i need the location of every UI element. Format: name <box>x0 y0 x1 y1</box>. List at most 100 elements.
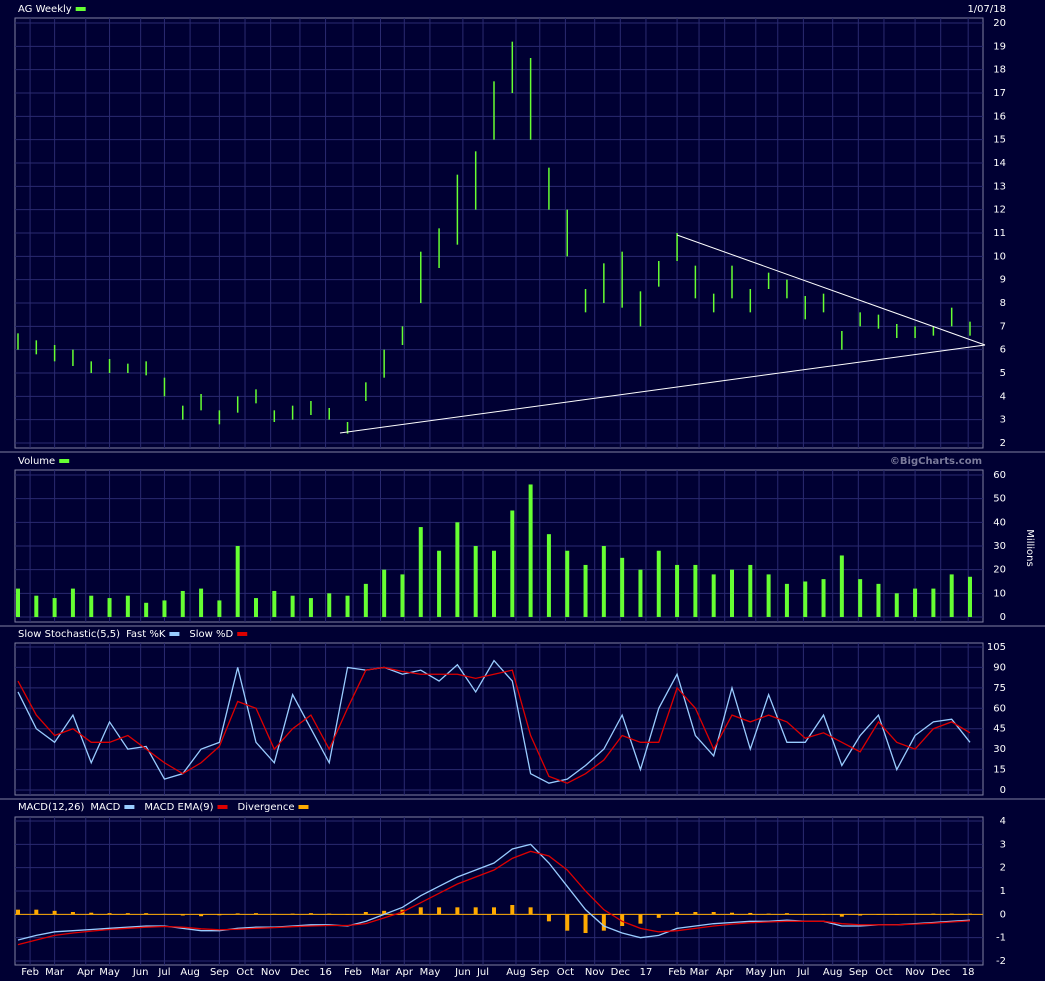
x-tick-label: Sep <box>210 967 229 978</box>
x-tick-label: Oct <box>236 967 253 978</box>
bar <box>583 564 588 617</box>
y-tick-label: 7 <box>1000 321 1006 332</box>
x-tick-label: 16 <box>319 967 332 978</box>
trend-line <box>339 344 986 434</box>
bar <box>162 913 167 915</box>
bar <box>528 907 533 915</box>
x-tick-label: May <box>99 967 120 978</box>
bar <box>418 527 423 617</box>
y-tick-label: 20 <box>993 565 1006 576</box>
y-tick-label: 0 <box>1000 785 1006 796</box>
y-tick-label: 40 <box>993 517 1006 528</box>
y-tick-label: 15 <box>993 765 1006 776</box>
bar <box>601 914 606 931</box>
y-tick-label: 6 <box>1000 345 1006 356</box>
x-tick-label: 18 <box>962 967 975 978</box>
bar <box>565 914 570 931</box>
bar <box>327 913 332 915</box>
y-tick-label: -2 <box>996 956 1006 967</box>
bar <box>290 595 295 617</box>
y-tick-label: 8 <box>1000 298 1006 309</box>
bar <box>272 590 277 617</box>
bar <box>601 546 606 617</box>
y-tick-label: 75 <box>993 683 1006 694</box>
y-tick-label: 4 <box>1000 391 1006 402</box>
x-tick-label: May <box>420 967 441 978</box>
y-tick-label: 2 <box>1000 863 1006 874</box>
y-tick-label: 20 <box>993 18 1006 29</box>
legend-swatch <box>75 7 86 11</box>
bar <box>949 574 954 617</box>
bar <box>125 913 130 915</box>
y-tick-label: 13 <box>993 181 1006 192</box>
y-tick-label: 4 <box>1000 816 1006 827</box>
y-tick-label: 14 <box>993 158 1006 169</box>
bar <box>766 574 771 617</box>
bar <box>345 914 350 915</box>
y-tick-label: 18 <box>993 65 1006 76</box>
y-tick-label: 0 <box>1000 909 1006 920</box>
bar <box>89 595 94 617</box>
bar <box>858 914 863 916</box>
y-tick-label: 0 <box>1000 612 1006 623</box>
x-tick-label: Dec <box>290 967 309 978</box>
bar <box>876 583 881 617</box>
x-tick-label: Aug <box>506 967 526 978</box>
trend-line <box>676 234 986 346</box>
bar <box>437 907 442 915</box>
bar <box>510 510 515 617</box>
y-tick-label: -1 <box>996 933 1006 944</box>
bar <box>968 576 972 617</box>
bar <box>52 910 57 915</box>
chart-date: 1/07/18 <box>967 4 1006 15</box>
x-tick-label: Jul <box>476 967 489 978</box>
y-tick-label: 10 <box>993 588 1006 599</box>
bar <box>968 913 972 915</box>
bar <box>748 912 753 915</box>
bar <box>16 588 20 617</box>
bar <box>235 913 240 915</box>
x-tick-label: Dec <box>611 967 630 978</box>
legend-label: Slow %D <box>189 629 233 640</box>
bar <box>583 914 588 933</box>
bar <box>711 912 716 915</box>
legend-swatch <box>59 459 70 463</box>
x-tick-label: Sep <box>849 967 868 978</box>
x-tick-label: Jun <box>454 967 471 978</box>
bar <box>52 598 57 617</box>
y-tick-label: 11 <box>993 228 1006 239</box>
bar <box>327 593 332 617</box>
bar <box>455 907 460 915</box>
bar <box>363 583 368 617</box>
bar <box>638 569 643 617</box>
y-tick-label: 10 <box>993 251 1006 262</box>
bar <box>363 912 368 915</box>
bar <box>272 913 277 915</box>
panel-title: Slow Stochastic(5,5) <box>18 629 120 640</box>
bar <box>254 913 258 915</box>
x-tick-label: Nov <box>905 967 925 978</box>
x-tick-label: Nov <box>261 967 281 978</box>
x-tick-label: Feb <box>668 967 686 978</box>
y-tick-label: 9 <box>1000 275 1006 286</box>
bar <box>711 574 716 617</box>
bar <box>217 600 222 617</box>
stochastic-panel <box>14 642 984 796</box>
y-tick-label: 19 <box>993 41 1006 52</box>
bar <box>455 522 460 617</box>
x-tick-label: Sep <box>530 967 549 978</box>
y-tick-label: 30 <box>993 541 1006 552</box>
legend-swatch <box>298 805 309 809</box>
y-tick-label: 60 <box>993 703 1006 714</box>
bar <box>199 914 204 917</box>
bar <box>89 912 94 915</box>
bar <box>913 913 918 915</box>
bar <box>656 914 661 918</box>
bar <box>748 564 753 617</box>
bar <box>894 914 899 915</box>
y-tick-label: 50 <box>993 494 1006 505</box>
bar <box>821 579 826 617</box>
x-tick-label: Mar <box>690 967 710 978</box>
